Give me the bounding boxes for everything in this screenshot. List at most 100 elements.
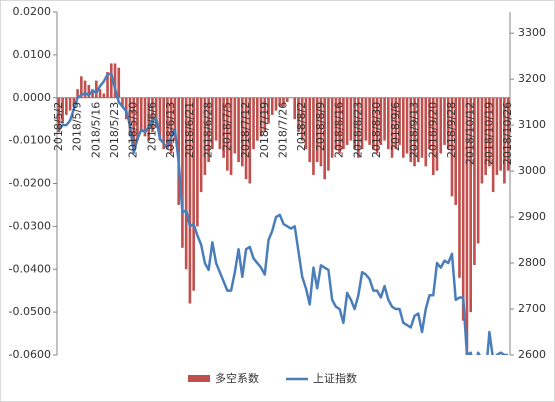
bar [431, 97, 435, 175]
bar [91, 89, 94, 98]
y-tick-label: -0.0400 [9, 262, 51, 275]
bar [121, 97, 124, 107]
bar [420, 97, 424, 158]
bar [128, 97, 132, 137]
x-tick-label: 2018/6/21 [183, 102, 196, 158]
bar [173, 97, 177, 141]
bar [327, 97, 330, 171]
bar [495, 97, 499, 175]
x-tick-label: 2018/8/23 [351, 102, 364, 158]
bar [162, 97, 166, 150]
y-tick-label: -0.0100 [9, 134, 51, 147]
bar [184, 97, 188, 270]
bar [454, 97, 458, 205]
x-tick-label: 2018/10/12 [464, 102, 477, 165]
bar [364, 97, 368, 141]
bar [372, 97, 375, 150]
bar [383, 97, 386, 141]
bar [270, 97, 274, 115]
x-tick-label: 2018/8/9 [314, 102, 327, 151]
x-tick-label: 2018/7/19 [258, 102, 271, 158]
bar [169, 97, 173, 154]
bar [506, 97, 510, 171]
bar [409, 97, 413, 163]
bar [222, 97, 225, 158]
bar [109, 63, 113, 98]
bar [390, 97, 394, 158]
bar [124, 97, 128, 120]
bar [387, 97, 390, 150]
bar [237, 97, 240, 163]
y-tick-label: 0.0200 [13, 5, 52, 18]
bar [360, 97, 364, 150]
bar [181, 97, 184, 248]
bar [484, 97, 487, 175]
x-tick-label: 2018/6/6 [145, 102, 158, 151]
x-tick-label: 2018/9/6 [389, 102, 402, 151]
legend-label: 多空系数 [215, 371, 259, 385]
y2-tick-label: 3200 [518, 72, 546, 85]
x-tick-label: 2018/6/28 [202, 102, 215, 158]
bar [102, 93, 106, 98]
bar [375, 97, 379, 154]
bar [297, 97, 300, 133]
bar [267, 97, 270, 124]
bar [503, 97, 506, 184]
bar [285, 97, 289, 103]
bar [68, 97, 72, 111]
line [57, 72, 509, 355]
y2-tick-label: 3300 [518, 26, 546, 39]
bar [323, 97, 326, 180]
bar [357, 97, 360, 158]
bar [117, 67, 121, 98]
x-tick-label: 2018/5/16 [89, 102, 102, 158]
bar [139, 97, 143, 133]
bar [458, 97, 461, 278]
x-tick-label: 2018/10/26 [501, 102, 514, 165]
legend-label: 上证指数 [313, 371, 357, 385]
legend-swatch [188, 375, 210, 382]
bar [259, 97, 263, 137]
x-tick-label: 2018/8/2 [295, 102, 308, 151]
x-tick-label: 2018/6/13 [164, 102, 177, 158]
y2-tick-label: 2800 [518, 256, 546, 269]
bar [480, 97, 484, 184]
bar [98, 89, 102, 98]
bar [401, 97, 405, 158]
x-tick-label: 2018/7/12 [239, 102, 252, 158]
y2-tick-label: 3000 [518, 164, 546, 177]
bar [136, 97, 139, 141]
bar [416, 97, 420, 163]
bar [443, 97, 446, 145]
bar [158, 97, 162, 141]
bar [57, 97, 61, 133]
bar [192, 97, 195, 291]
bar [244, 97, 248, 180]
bar [424, 97, 428, 167]
bar [405, 97, 409, 154]
y2-tick-label: 2700 [518, 302, 546, 315]
bar [282, 97, 285, 107]
bar [469, 97, 473, 313]
bar [80, 76, 83, 98]
bar [312, 97, 315, 175]
bar [304, 97, 308, 150]
bar [349, 97, 353, 141]
x-tick-label: 2018/9/20 [426, 102, 439, 158]
bar [342, 97, 345, 150]
bar [76, 89, 79, 98]
bar [229, 97, 233, 175]
bar [252, 97, 255, 150]
bar [151, 97, 154, 133]
plot [57, 63, 510, 355]
bar [218, 97, 222, 150]
bar [278, 97, 282, 107]
x-tick-label: 2018/9/28 [445, 102, 458, 158]
bar [203, 97, 207, 175]
bar [315, 97, 319, 163]
bar [439, 97, 443, 154]
bar [248, 97, 252, 184]
bar [394, 97, 398, 150]
bar [461, 97, 465, 321]
